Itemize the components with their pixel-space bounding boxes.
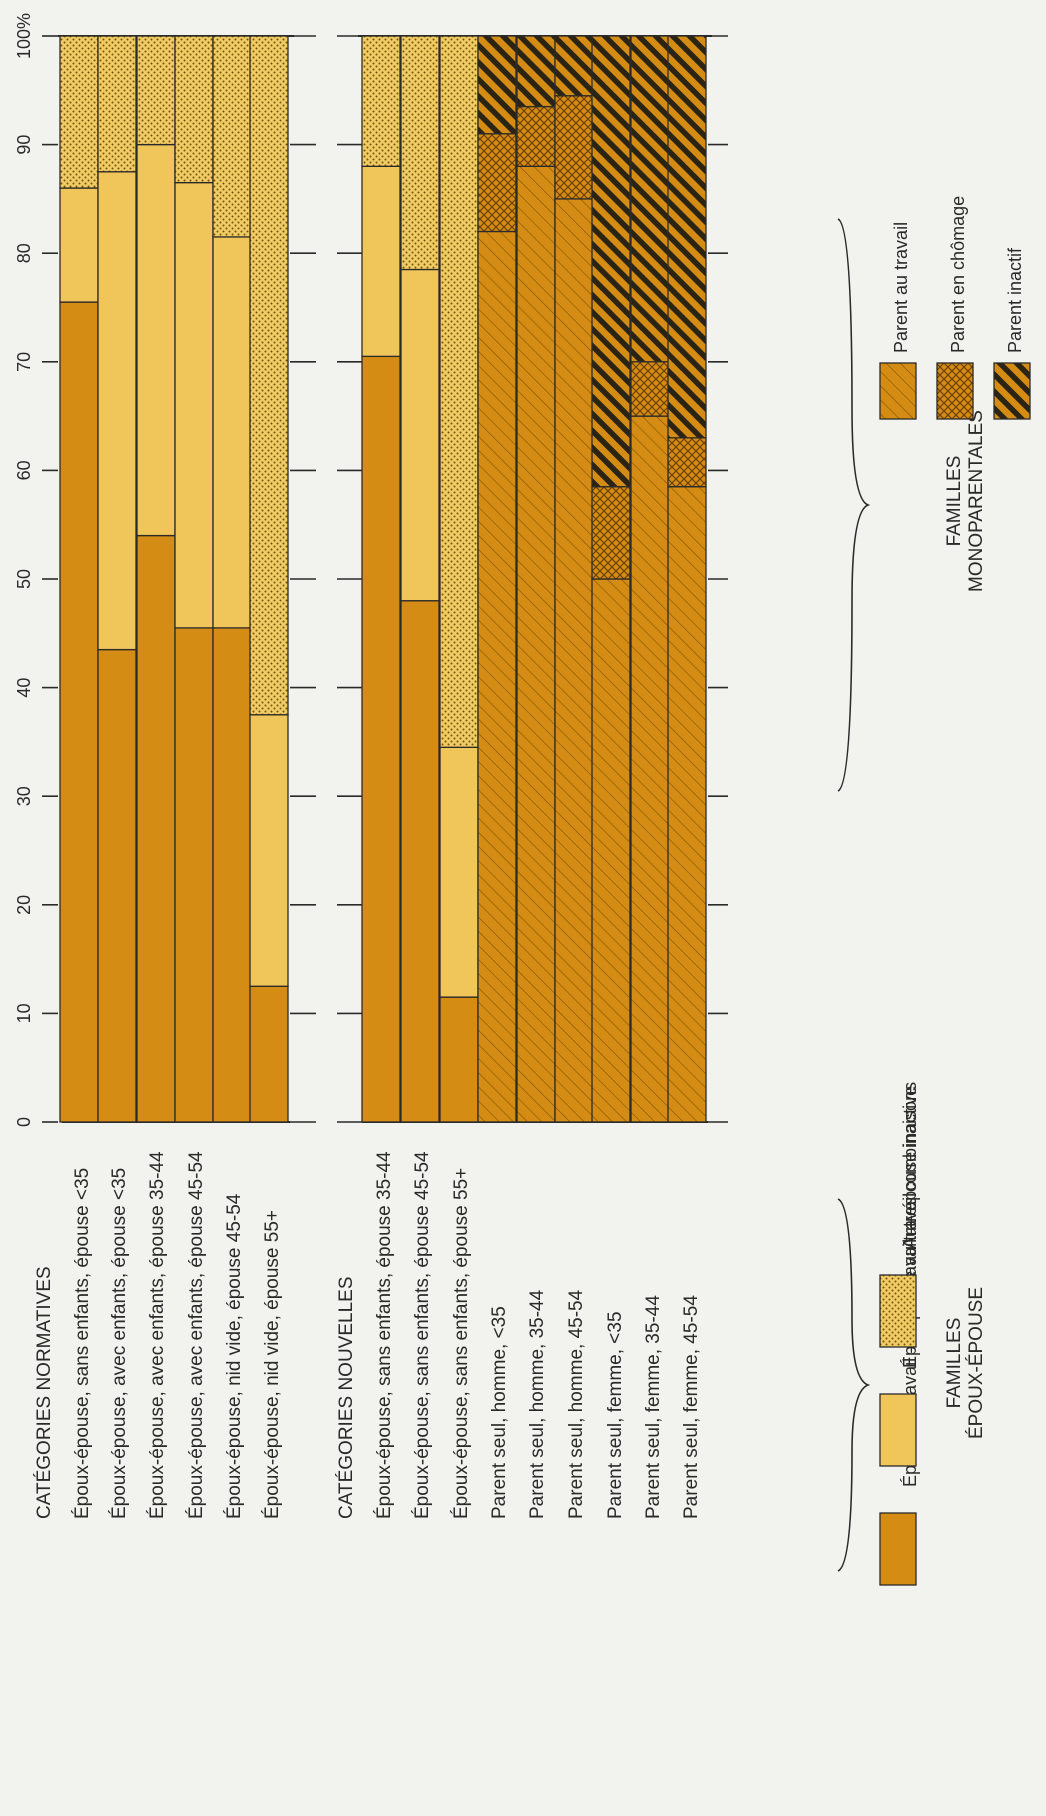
- category-label-epoux-epouse-avec-enfants-epouse-35-44: Époux-épouse, avec enfants, épouse 35-44: [147, 1151, 168, 1519]
- bar-segment-epoux-epouse-nid-vide-epouse-55-autres-combinaisons: [249, 35, 289, 716]
- bar-segment-parent-seul-femme-45-54-parent-inactif: [667, 35, 707, 439]
- category-label-epoux-epouse-avec-enfants-epouse-35: Époux-épouse, avec enfants, épouse <35: [109, 1168, 130, 1519]
- tick-label-30: 30: [14, 786, 34, 806]
- tick-label-90: 90: [14, 135, 34, 155]
- legend-title-familles-mono: FAMILLES: [944, 456, 965, 547]
- bar-segment-epoux-epouse-nid-vide-epouse-55-epoux-au-travail-epouse-au-travail: [249, 985, 289, 1123]
- bar-segment-epoux-epouse-sans-enfants-epouse-35-epoux-au-travail-epouse-au-travail: [59, 301, 99, 1123]
- tick-label-70: 70: [14, 352, 34, 372]
- bar-segment-parent-seul-homme-35-44-parent-au-travail: [516, 165, 556, 1123]
- tick-label-10: 10: [14, 1003, 34, 1023]
- bars: [59, 35, 707, 1123]
- bar-segment-epoux-epouse-sans-enfants-epouse-45-54-autres-combinaisons: [400, 35, 440, 271]
- bar-segment-epoux-epouse-avec-enfants-epouse-35-44-autres-combinaisons: [136, 35, 176, 146]
- legend-swatch-parent-en-chomage: [936, 362, 974, 420]
- category-label-parent-seul-femme-35-44: Parent seul, femme, 35-44: [643, 1295, 664, 1519]
- category-label-parent-seul-femme-45-54: Parent seul, femme, 45-54: [681, 1295, 702, 1519]
- bar-segment-epoux-epouse-avec-enfants-epouse-35-epoux-au-travail-epouse-au-travail: [97, 648, 137, 1123]
- tick-label-50: 50: [14, 569, 34, 589]
- tick-label-80: 80: [14, 243, 34, 263]
- legend-label-parent-au-travail: Parent au travail: [891, 222, 911, 353]
- bar-segment-epoux-epouse-sans-enfants-epouse-45-54-epoux-au-travail-epouse-au-travail: [400, 600, 440, 1123]
- bar-segment-parent-seul-femme-35-parent-inactif: [591, 35, 631, 488]
- legend-label-parent-inactif: Parent inactif: [1005, 247, 1025, 353]
- legend-title-epoux-epouse: ÉPOUX-ÉPOUSE: [966, 1287, 987, 1439]
- bar-segment-epoux-epouse-sans-enfants-epouse-35-44-epoux-au-travail-epouse-au-travail: [361, 355, 401, 1123]
- bar-segment-epoux-epouse-avec-enfants-epouse-35-epoux-au-travail-epouse-inactive: [97, 171, 137, 651]
- category-label-epoux-epouse-sans-enfants-epouse-55: Époux-épouse, sans enfants, épouse 55+: [451, 1168, 472, 1519]
- bar-segment-parent-seul-homme-35-44-parent-en-chomage: [516, 105, 556, 167]
- category-label-epoux-epouse-sans-enfants-epouse-35-44: Époux-épouse, sans enfants, épouse 35-44: [374, 1151, 395, 1519]
- bar-segment-parent-seul-homme-45-54-parent-au-travail: [554, 198, 594, 1123]
- legend-swatch-parent-inactif: [993, 362, 1031, 420]
- bar-segment-epoux-epouse-sans-enfants-epouse-45-54-epoux-au-travail-epouse-inactive: [400, 268, 440, 602]
- legend-label-autres-combinaisons: Autres combinaisons: [900, 1082, 920, 1249]
- category-label-parent-seul-homme-35: Parent seul, homme, <35: [489, 1306, 510, 1519]
- bar-segment-epoux-epouse-avec-enfants-epouse-45-54-autres-combinaisons: [174, 35, 214, 184]
- category-labels: CATÉGORIES NORMATIVES Époux-épouse, sans …: [34, 1151, 702, 1519]
- bar-segment-epoux-epouse-nid-vide-epouse-55-epoux-au-travail-epouse-inactive: [249, 714, 289, 987]
- bar-segment-parent-seul-homme-45-54-parent-inactif: [554, 35, 594, 97]
- legend-title-familles: FAMILLES: [944, 1318, 965, 1409]
- bar-segment-parent-seul-femme-45-54-parent-en-chomage: [667, 437, 707, 488]
- legend-brace-familles-epoux-epouse: [837, 1198, 871, 1572]
- category-label-epoux-epouse-sans-enfants-epouse-35: Époux-épouse, sans enfants, épouse <35: [72, 1168, 93, 1519]
- bar-segment-epoux-epouse-avec-enfants-epouse-35-autres-combinaisons: [97, 35, 137, 173]
- bar-segment-parent-seul-femme-45-54-parent-au-travail: [667, 486, 707, 1123]
- tick-label-20: 20: [14, 895, 34, 915]
- category-label-epoux-epouse-sans-enfants-epouse-45-54: Époux-épouse, sans enfants, épouse 45-54: [412, 1151, 433, 1519]
- category-label-epoux-epouse-nid-vide-epouse-55: Époux-épouse, nid vide, épouse 55+: [262, 1210, 283, 1519]
- plot-area: CATÉGORIES NORMATIVES Époux-épouse, sans …: [14, 13, 1031, 1586]
- bar-segment-parent-seul-femme-35-44-parent-en-chomage: [630, 361, 670, 417]
- legend-brace-familles-monoparentales: [837, 218, 871, 792]
- bar-segment-epoux-epouse-sans-enfants-epouse-55-autres-combinaisons: [439, 35, 479, 748]
- bar-segment-epoux-epouse-avec-enfants-epouse-35-44-epoux-au-travail-epouse-au-travail: [136, 534, 176, 1123]
- group-title-categories-nouvelles: CATÉGORIES NOUVELLES: [336, 1277, 357, 1520]
- bar-segment-parent-seul-femme-35-parent-au-travail: [591, 578, 631, 1123]
- bar-segment-epoux-epouse-avec-enfants-epouse-45-54-epoux-au-travail-epouse-inactive: [174, 181, 214, 629]
- bar-segment-epoux-epouse-avec-enfants-epouse-35-44-epoux-au-travail-epouse-inactive: [136, 143, 176, 537]
- category-label-epoux-epouse-nid-vide-epouse-45-54: Époux-épouse, nid vide, épouse 45-54: [224, 1193, 245, 1519]
- legend-label-parent-en-chomage: Parent en chômage: [948, 196, 968, 353]
- category-label-parent-seul-homme-35-44: Parent seul, homme, 35-44: [527, 1289, 548, 1519]
- bar-segment-parent-seul-femme-35-44-parent-au-travail: [630, 415, 670, 1123]
- bar-segment-epoux-epouse-sans-enfants-epouse-35-44-epoux-au-travail-epouse-inactive: [361, 165, 401, 358]
- bar-segment-epoux-epouse-sans-enfants-epouse-55-epoux-au-travail-epouse-au-travail: [439, 996, 479, 1123]
- bar-segment-epoux-epouse-sans-enfants-epouse-55-epoux-au-travail-epouse-inactive: [439, 746, 479, 998]
- bar-segment-parent-seul-homme-45-54-parent-en-chomage: [554, 95, 594, 200]
- legend-swatch-epoux-au-travail-epouse-inactive: [879, 1393, 917, 1467]
- category-label-parent-seul-homme-45-54: Parent seul, homme, 45-54: [566, 1289, 587, 1519]
- legend-swatch-parent-au-travail: [879, 362, 917, 420]
- legend-title-monoparentales: MONOPARENTALES: [966, 410, 987, 592]
- bar-segment-parent-seul-homme-35-44-parent-inactif: [516, 35, 556, 108]
- bar-segment-epoux-epouse-nid-vide-epouse-45-54-autres-combinaisons: [212, 35, 252, 238]
- bar-segment-parent-seul-homme-35-parent-au-travail: [477, 230, 517, 1123]
- bar-segment-parent-seul-homme-35-parent-inactif: [477, 35, 517, 135]
- bar-segment-parent-seul-femme-35-44-parent-inactif: [630, 35, 670, 363]
- category-label-epoux-epouse-avec-enfants-epouse-45-54: Époux-épouse, avec enfants, épouse 45-54: [186, 1151, 207, 1519]
- tick-label-40: 40: [14, 678, 34, 698]
- group-title-categories-normatives: CATÉGORIES NORMATIVES: [34, 1266, 55, 1519]
- tick-label-100: 100%: [14, 13, 34, 59]
- legend-swatch-autres-combinaisons: [879, 1274, 917, 1348]
- bar-segment-parent-seul-homme-35-parent-en-chomage: [477, 133, 517, 233]
- tick-label-0: 0: [14, 1117, 34, 1127]
- bar-segment-epoux-epouse-nid-vide-epouse-45-54-epoux-au-travail-epouse-au-travail: [212, 627, 252, 1123]
- bar-segment-epoux-epouse-sans-enfants-epouse-35-44-autres-combinaisons: [361, 35, 401, 167]
- bar-segment-epoux-epouse-avec-enfants-epouse-45-54-epoux-au-travail-epouse-au-travail: [174, 627, 214, 1123]
- bar-segment-parent-seul-femme-35-parent-en-chomage: [591, 486, 631, 580]
- bar-segment-epoux-epouse-sans-enfants-epouse-35-epoux-au-travail-epouse-inactive: [59, 187, 99, 303]
- legend-swatch-epoux-au-travail-epouse-au-travail: [879, 1512, 917, 1586]
- bar-segment-epoux-epouse-nid-vide-epouse-45-54-epoux-au-travail-epouse-inactive: [212, 236, 252, 629]
- tick-label-60: 60: [14, 460, 34, 480]
- bar-segment-epoux-epouse-sans-enfants-epouse-35-autres-combinaisons: [59, 35, 99, 189]
- category-label-parent-seul-femme-35: Parent seul, femme, <35: [605, 1311, 626, 1519]
